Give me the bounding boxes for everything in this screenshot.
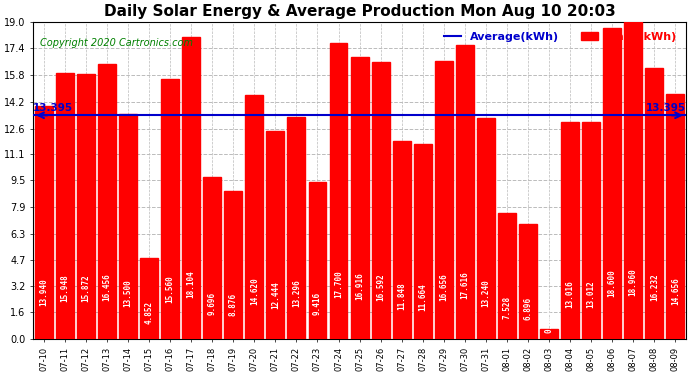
Bar	[624, 22, 642, 339]
Bar	[35, 106, 52, 339]
Text: 13.240: 13.240	[482, 280, 491, 308]
Bar	[351, 57, 368, 339]
Bar	[372, 62, 390, 339]
Bar	[119, 114, 137, 339]
Text: 18.960: 18.960	[629, 268, 638, 296]
Text: 16.656: 16.656	[440, 273, 449, 301]
Bar	[308, 182, 326, 339]
Text: 7.528: 7.528	[502, 296, 511, 319]
Legend: Average(kWh), Daily(kWh): Average(kWh), Daily(kWh)	[440, 27, 680, 46]
Text: 13.016: 13.016	[566, 280, 575, 308]
Text: 15.948: 15.948	[61, 274, 70, 302]
Bar	[435, 61, 453, 339]
Bar	[582, 122, 600, 339]
Text: 16.916: 16.916	[355, 272, 364, 300]
Bar	[414, 144, 432, 339]
Bar	[56, 73, 74, 339]
Text: Copyright 2020 Cartronics.com: Copyright 2020 Cartronics.com	[40, 38, 193, 48]
Title: Daily Solar Energy & Average Production Mon Aug 10 20:03: Daily Solar Energy & Average Production …	[104, 4, 615, 19]
Text: 12.444: 12.444	[271, 281, 280, 309]
Text: 11.664: 11.664	[418, 283, 427, 310]
Text: 13.940: 13.940	[39, 278, 48, 306]
Bar	[477, 118, 495, 339]
Text: 16.232: 16.232	[650, 274, 659, 302]
Text: 17.616: 17.616	[460, 271, 469, 298]
Text: 8.876: 8.876	[229, 293, 238, 316]
Bar	[288, 117, 306, 339]
Bar	[393, 141, 411, 339]
Text: 14.656: 14.656	[671, 277, 680, 304]
Text: 14.620: 14.620	[250, 277, 259, 304]
Bar	[246, 95, 264, 339]
Text: 0.624: 0.624	[544, 309, 553, 333]
Bar	[224, 191, 242, 339]
Text: 13.500: 13.500	[124, 279, 132, 307]
Bar	[456, 45, 474, 339]
Text: 13.395: 13.395	[33, 103, 73, 113]
Bar	[98, 64, 116, 339]
Bar	[182, 37, 200, 339]
Text: 9.416: 9.416	[313, 292, 322, 315]
Text: 17.700: 17.700	[334, 271, 343, 298]
Text: 9.696: 9.696	[208, 291, 217, 315]
Bar	[561, 122, 579, 339]
Bar	[498, 213, 516, 339]
Text: 18.104: 18.104	[187, 270, 196, 298]
Text: 16.456: 16.456	[103, 273, 112, 301]
Text: 15.560: 15.560	[166, 275, 175, 303]
Text: 4.852: 4.852	[145, 301, 154, 324]
Text: 18.600: 18.600	[608, 269, 617, 297]
Bar	[540, 328, 558, 339]
Bar	[266, 131, 284, 339]
Text: 6.896: 6.896	[524, 297, 533, 320]
Bar	[645, 68, 663, 339]
Text: 13.012: 13.012	[586, 280, 595, 308]
Text: 11.848: 11.848	[397, 282, 406, 310]
Text: 13.395: 13.395	[646, 103, 686, 113]
Bar	[161, 79, 179, 339]
Text: 13.296: 13.296	[292, 279, 301, 307]
Bar	[204, 177, 221, 339]
Bar	[77, 74, 95, 339]
Bar	[519, 224, 537, 339]
Text: 15.872: 15.872	[81, 274, 90, 302]
Bar	[603, 28, 621, 339]
Bar	[140, 258, 158, 339]
Bar	[667, 94, 684, 339]
Bar	[330, 44, 348, 339]
Text: 16.592: 16.592	[376, 273, 385, 301]
